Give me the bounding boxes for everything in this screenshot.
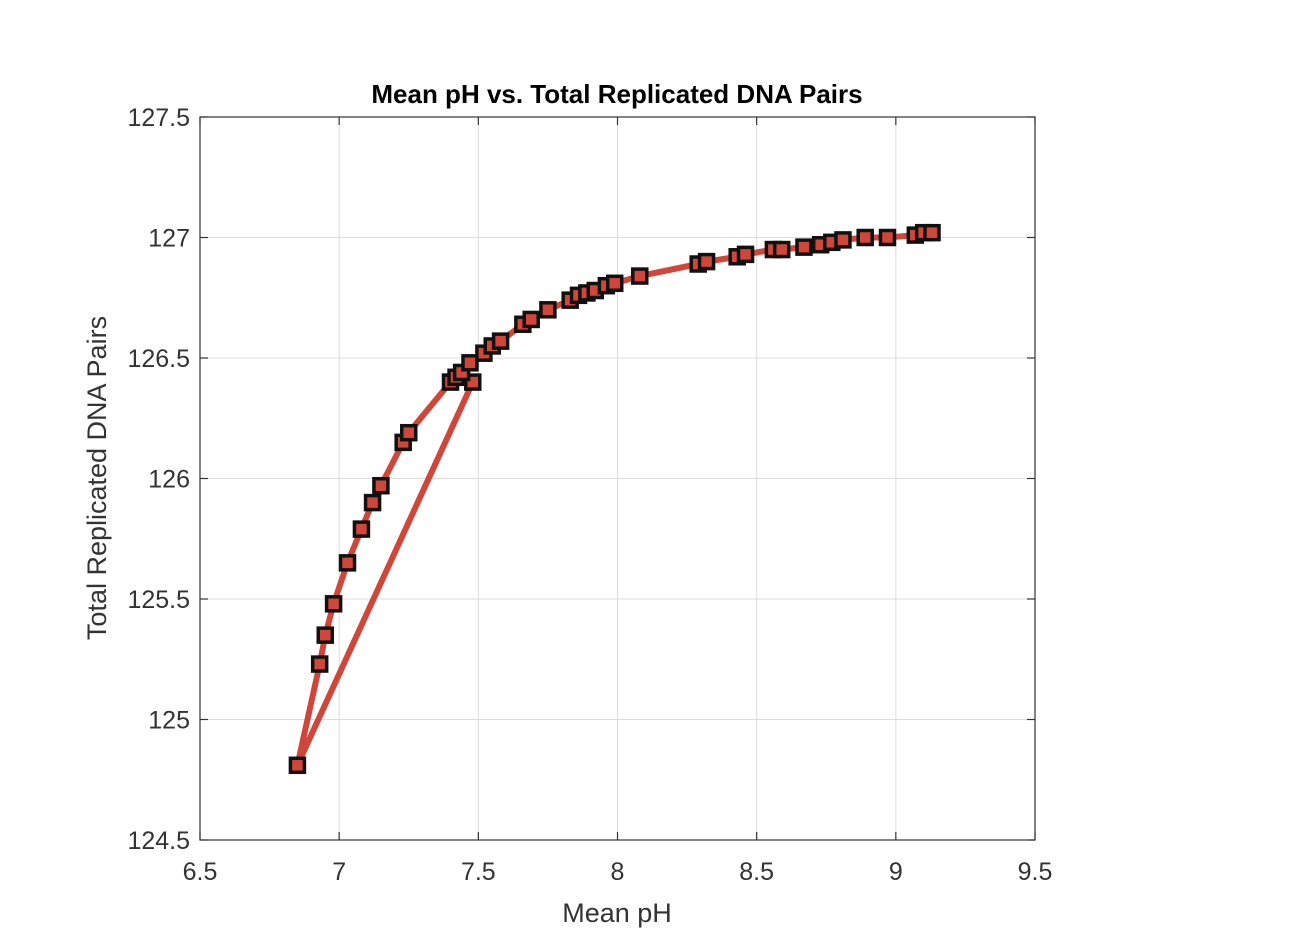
data-point-marker bbox=[310, 655, 329, 673]
y-tick-label: 126 bbox=[148, 466, 190, 494]
x-tick-label: 7 bbox=[332, 858, 346, 886]
x-tick-label: 8.5 bbox=[739, 858, 774, 886]
data-point-marker bbox=[923, 223, 941, 242]
y-axis-label: Total Replicated DNA Pairs bbox=[82, 316, 112, 640]
data-point-marker bbox=[697, 252, 716, 271]
grid-layer bbox=[199, 116, 1036, 841]
x-tick-label: 9 bbox=[889, 858, 903, 886]
data-point-marker bbox=[316, 626, 334, 644]
x-axis-label: Mean pH bbox=[562, 898, 672, 928]
data-point-marker bbox=[324, 595, 343, 613]
data-point-marker bbox=[522, 310, 540, 329]
series-layer bbox=[294, 229, 935, 769]
data-point-marker bbox=[288, 756, 307, 775]
x-tick-label: 7.5 bbox=[461, 858, 496, 886]
y-tick-label: 127.5 bbox=[127, 104, 190, 132]
data-point-marker bbox=[772, 240, 791, 259]
data-point-marker bbox=[631, 267, 649, 285]
data-point-marker bbox=[856, 228, 874, 247]
data-point-marker bbox=[363, 493, 382, 512]
data-point-marker bbox=[400, 423, 418, 442]
chart-title: Mean pH vs. Total Replicated DNA Pairs bbox=[371, 79, 862, 109]
y-tick-label: 127 bbox=[148, 225, 190, 253]
data-point-marker bbox=[834, 231, 852, 249]
data-point-marker bbox=[338, 554, 357, 572]
data-point-marker bbox=[539, 301, 557, 319]
data-point-marker bbox=[605, 274, 624, 293]
data-point-marker bbox=[352, 520, 371, 538]
y-tick-label: 125.5 bbox=[127, 586, 190, 614]
y-tick-label: 126.5 bbox=[127, 345, 190, 373]
y-tick-label: 125 bbox=[148, 707, 190, 735]
x-tick-label: 8 bbox=[611, 858, 625, 886]
x-tick-label: 6.5 bbox=[183, 858, 218, 886]
x-tick-label: 9.5 bbox=[1018, 858, 1053, 886]
data-point-marker bbox=[372, 476, 390, 495]
tick-layer: 6.5 7 7.5 8 8.5 9 9.5 124.5 125 125.5 126 126.5 127 1… bbox=[127, 104, 1052, 886]
data-point-marker bbox=[461, 354, 479, 372]
data-point-marker bbox=[491, 332, 510, 350]
y-tick-label: 124.5 bbox=[127, 827, 190, 855]
data-point-marker bbox=[878, 228, 897, 247]
data-point-marker bbox=[795, 238, 813, 256]
series-line bbox=[294, 229, 935, 769]
data-point-marker bbox=[736, 245, 755, 264]
marker-layer bbox=[288, 223, 941, 775]
